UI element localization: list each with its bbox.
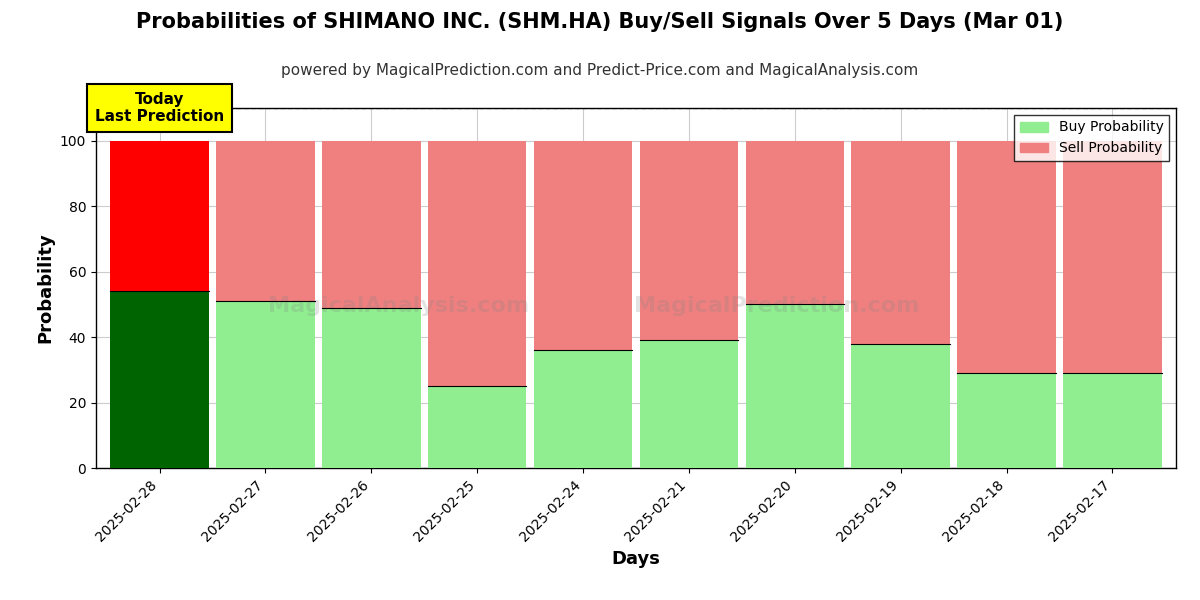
Bar [640, 340, 738, 468]
Text: MagicalAnalysis.com: MagicalAnalysis.com [268, 296, 529, 316]
Text: Probabilities of SHIMANO INC. (SHM.HA) Buy/Sell Signals Over 5 Days (Mar 01): Probabilities of SHIMANO INC. (SHM.HA) B… [137, 12, 1063, 32]
Bar [745, 304, 844, 468]
Bar [745, 141, 844, 304]
Text: powered by MagicalPrediction.com and Predict-Price.com and MagicalAnalysis.com: powered by MagicalPrediction.com and Pre… [281, 63, 919, 78]
Bar [110, 141, 209, 291]
Bar [958, 373, 1056, 468]
Bar [1063, 373, 1162, 468]
Legend: Buy Probability, Sell Probability: Buy Probability, Sell Probability [1014, 115, 1169, 161]
Bar [1063, 141, 1162, 373]
Bar [640, 141, 738, 340]
Bar [428, 141, 527, 386]
Bar [852, 344, 950, 468]
Bar [534, 350, 632, 468]
X-axis label: Days: Days [612, 550, 660, 568]
Y-axis label: Probability: Probability [36, 233, 54, 343]
Bar [322, 308, 420, 468]
Text: MagicalPrediction.com: MagicalPrediction.com [634, 296, 919, 316]
Bar [534, 141, 632, 350]
Bar [110, 291, 209, 468]
Bar [852, 141, 950, 344]
Bar [322, 141, 420, 308]
Bar [216, 141, 314, 301]
Bar [958, 141, 1056, 373]
Bar [428, 386, 527, 468]
Bar [216, 301, 314, 468]
Text: Today
Last Prediction: Today Last Prediction [95, 92, 224, 124]
